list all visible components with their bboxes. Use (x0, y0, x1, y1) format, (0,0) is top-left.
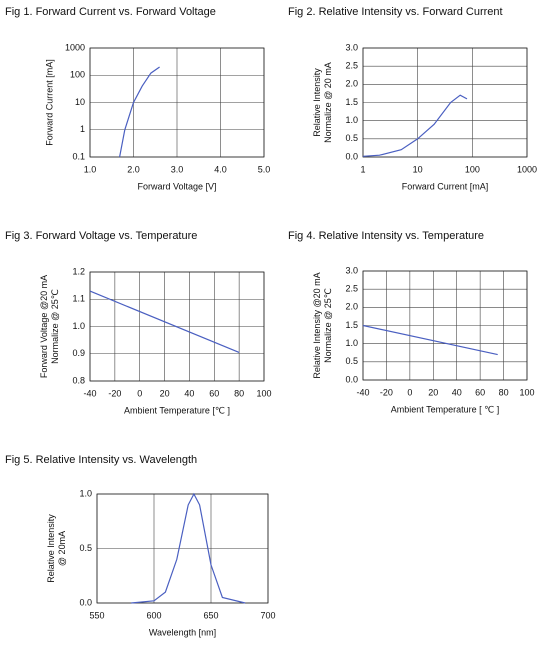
chart-title: Fig 2. Relative Intensity vs. Forward Cu… (288, 6, 503, 18)
x-tick-label: 40 (184, 388, 194, 398)
x-tick-label: -40 (83, 388, 96, 398)
x-tick-label: 5.0 (258, 164, 271, 174)
y-axis-label: Relative Intensity @20 mA (312, 272, 322, 378)
x-tick-label: 600 (146, 610, 161, 620)
data-line (119, 66, 160, 158)
y-tick-label: 1.5 (345, 320, 358, 330)
y-axis-label: Relative Intensity (312, 68, 322, 137)
y-tick-label: 0.1 (72, 151, 85, 161)
y-axis-label: Relative Intensity (46, 514, 56, 583)
y-tick-label: 1.5 (345, 97, 358, 107)
y-tick-label: 1.0 (72, 321, 85, 331)
x-axis-label: Ambient Temperature [℃ ] (124, 405, 230, 415)
y-tick-label: 3.0 (345, 42, 358, 52)
data-line (131, 492, 246, 604)
x-tick-label: 20 (428, 387, 438, 397)
x-tick-label: 2.0 (127, 164, 140, 174)
y-tick-label: 1000 (65, 42, 85, 52)
y-tick-label: 2.5 (345, 284, 358, 294)
y-tick-label: 3.0 (345, 265, 358, 275)
x-tick-label: -20 (108, 388, 121, 398)
y-tick-label: 1.0 (345, 338, 358, 348)
x-tick-label: 10 (413, 164, 423, 174)
x-tick-label: 1.0 (84, 164, 97, 174)
y-tick-label: 2.5 (345, 61, 358, 71)
x-tick-label: 80 (234, 388, 244, 398)
chart-title: Fig 1. Forward Current vs. Forward Volta… (5, 6, 216, 18)
plot-frame (96, 493, 269, 604)
y-tick-label: 0.5 (79, 543, 92, 553)
y-axis-label: Forward Current [mA] (44, 59, 54, 146)
data-line (362, 324, 498, 356)
x-tick-label: 40 (452, 387, 462, 397)
x-tick-label: -40 (356, 387, 369, 397)
y-axis-label: @ 20mA (57, 531, 67, 566)
y-tick-label: 0.9 (72, 348, 85, 358)
y-axis-label: Normalize @ 25℃ (323, 288, 333, 363)
x-tick-label: 100 (465, 164, 480, 174)
x-tick-label: 0 (137, 388, 142, 398)
y-axis-label: Normalize @ 25℃ (50, 289, 60, 364)
x-axis-label: Forward Voltage [V] (137, 181, 216, 191)
x-tick-label: 60 (475, 387, 485, 397)
x-tick-label: 60 (209, 388, 219, 398)
x-tick-label: 550 (89, 610, 104, 620)
x-tick-label: 3.0 (171, 164, 184, 174)
y-tick-label: 1.0 (79, 488, 92, 498)
plot-frame (89, 271, 265, 382)
x-tick-label: -20 (380, 387, 393, 397)
y-tick-label: 0.0 (345, 374, 358, 384)
chart-title: Fig 4. Relative Intensity vs. Temperatur… (288, 230, 484, 242)
y-tick-label: 0.0 (79, 597, 92, 607)
y-tick-label: 2.0 (345, 79, 358, 89)
y-tick-label: 0.5 (345, 133, 358, 143)
x-axis-label: Forward Current [mA] (402, 181, 489, 191)
x-tick-label: 80 (499, 387, 509, 397)
x-tick-label: 20 (160, 388, 170, 398)
x-tick-label: 100 (256, 388, 271, 398)
y-tick-label: 0.8 (72, 375, 85, 385)
y-tick-label: 0.0 (345, 151, 358, 161)
x-tick-label: 700 (260, 610, 275, 620)
y-tick-label: 1.2 (72, 266, 85, 276)
y-tick-label: 10 (75, 97, 85, 107)
x-tick-label: 4.0 (214, 164, 227, 174)
data-line (362, 94, 468, 157)
y-axis-label: Normalize @ 20 mA (323, 62, 333, 143)
chart-title: Fig 5. Relative Intensity vs. Wavelength (5, 454, 197, 466)
x-axis-label: Ambient Temperature [ ℃ ] (391, 404, 500, 414)
data-line (89, 290, 240, 353)
y-tick-label: 1.0 (345, 115, 358, 125)
x-tick-label: 1 (360, 164, 365, 174)
plot-frame (89, 47, 265, 158)
y-tick-label: 1.1 (72, 294, 85, 304)
x-tick-label: 100 (519, 387, 534, 397)
y-tick-label: 2.0 (345, 302, 358, 312)
y-tick-label: 100 (70, 70, 85, 80)
x-tick-label: 650 (203, 610, 218, 620)
y-tick-label: 0.5 (345, 356, 358, 366)
chart-title: Fig 3. Forward Voltage vs. Temperature (5, 230, 197, 242)
x-tick-label: 1000 (517, 164, 537, 174)
x-axis-label: Wavelength [nm] (149, 627, 216, 637)
plot-frame (362, 47, 528, 158)
y-axis-label: Forward Voltage @20 mA (39, 275, 49, 378)
x-tick-label: 0 (407, 387, 412, 397)
y-tick-label: 1 (80, 124, 85, 134)
